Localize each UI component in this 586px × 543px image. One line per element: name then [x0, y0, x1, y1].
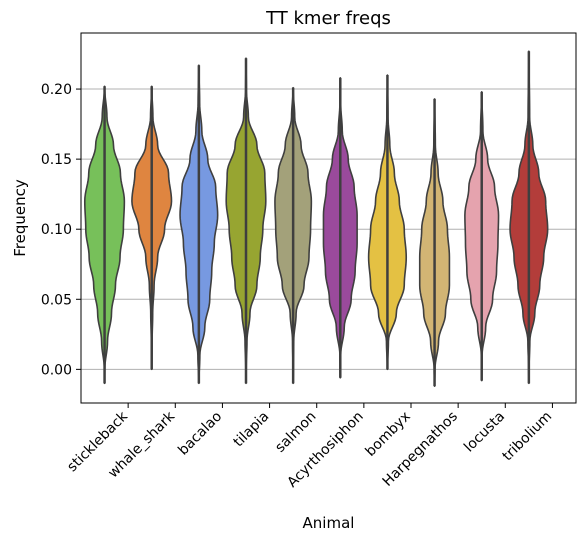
x-tick-label: bacalao	[175, 409, 225, 459]
violins	[85, 51, 548, 386]
x-tick-label: locusta	[461, 409, 508, 456]
y-tick-label: 0.05	[41, 292, 72, 308]
x-axis-label: Animal	[303, 514, 355, 532]
chart-title: TT kmer freqs	[265, 8, 391, 29]
x-tick-label: salmon	[272, 409, 319, 456]
y-tick-label: 0.00	[41, 362, 72, 378]
y-axis-label: Frequency	[11, 179, 29, 257]
x-tick-label: tilapia	[231, 409, 273, 451]
y-tick-label: 0.10	[41, 222, 72, 238]
y-tick-label: 0.15	[41, 152, 72, 168]
y-axis-ticks: 0.00 0.05 0.10 0.15 0.20	[41, 82, 81, 378]
x-tick-label: tribolium	[499, 409, 555, 465]
y-tick-label: 0.20	[41, 82, 72, 98]
